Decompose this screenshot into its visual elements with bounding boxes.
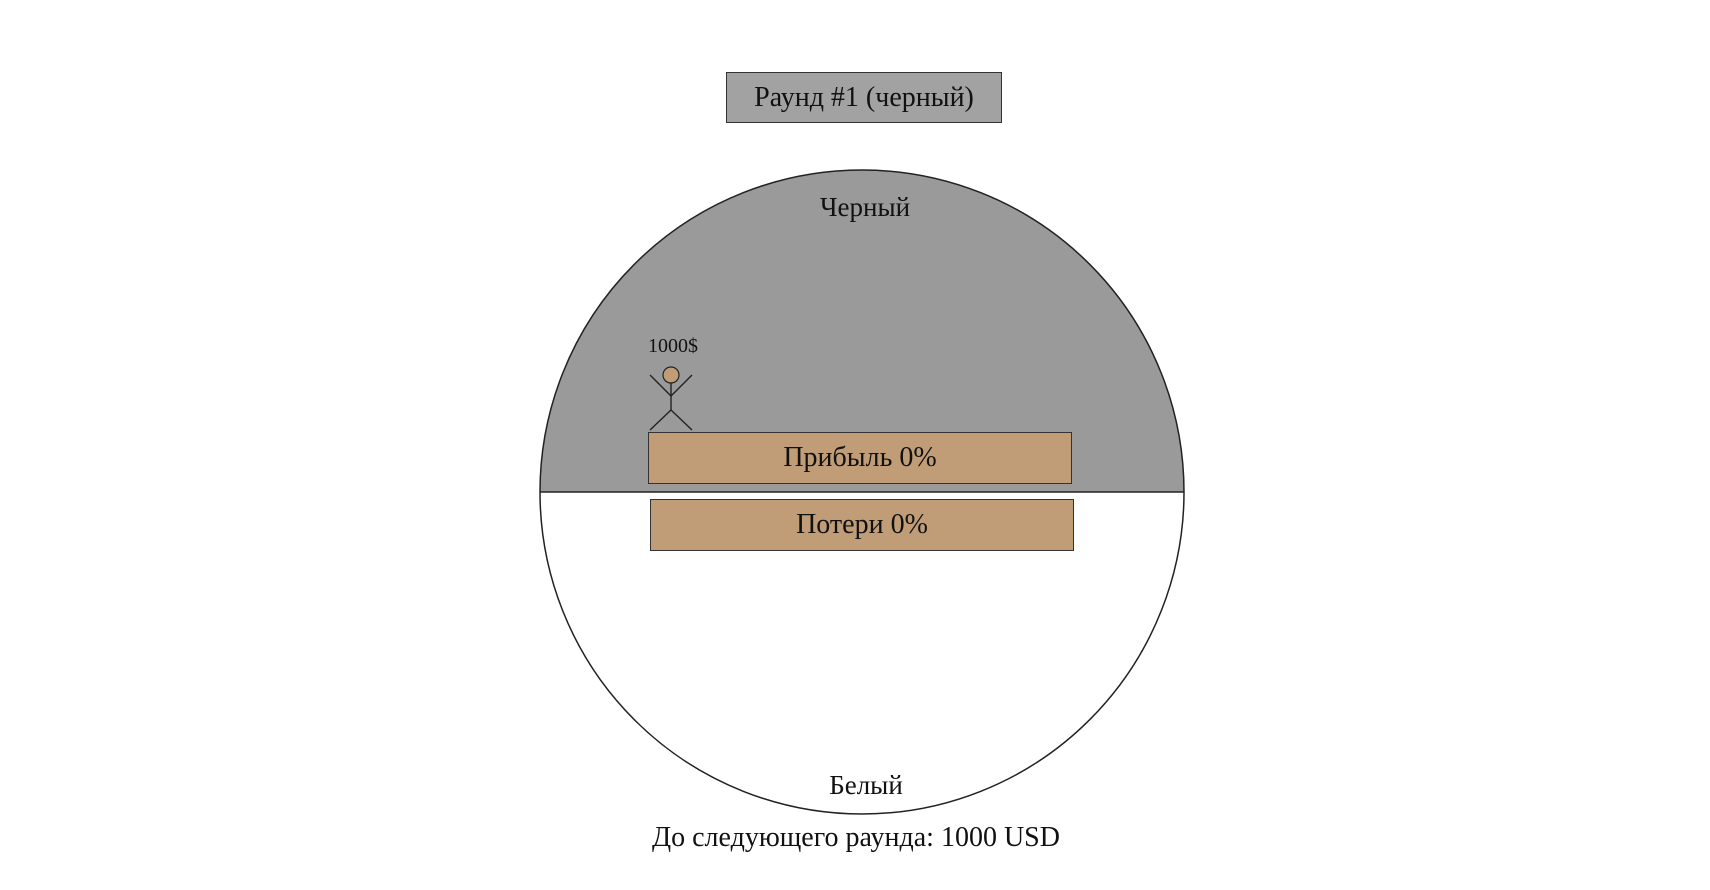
loss-bar: Потери 0% [650, 499, 1074, 551]
profit-label: Прибыль 0% [783, 442, 937, 473]
white-half[interactable] [540, 492, 1184, 814]
stick-figure-icon [649, 366, 693, 431]
profit-bar: Прибыль 0% [648, 432, 1072, 484]
loss-label: Потери 0% [796, 509, 928, 540]
black-zone-label: Черный [819, 192, 911, 222]
next-round-text: До следующего раунда: 1000 USD [652, 822, 1060, 853]
white-zone-label: Белый [829, 770, 903, 800]
black-half[interactable] [540, 170, 1184, 492]
round-title-badge: Раунд #1 (черный) [726, 72, 1002, 123]
round-title: Раунд #1 (черный) [754, 81, 974, 113]
player-balance: 1000$ [648, 335, 698, 357]
